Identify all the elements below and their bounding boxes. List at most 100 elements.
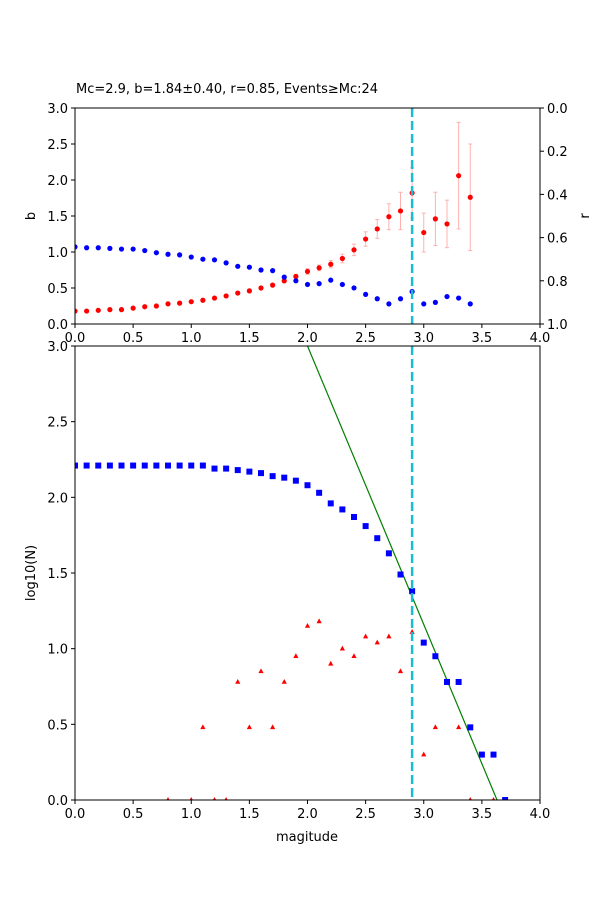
cumulative-point — [258, 470, 264, 477]
y-tick-label: 0.0 — [47, 794, 68, 809]
r-point — [293, 278, 299, 284]
noncumulative-point — [468, 797, 472, 800]
y-tick-label: 3.0 — [47, 102, 68, 117]
y-tick-label: 3.0 — [47, 340, 68, 355]
r-point — [258, 267, 264, 273]
noncumulative-point — [351, 653, 357, 659]
x-tick-label: 2.5 — [355, 331, 376, 346]
cumulative-point — [211, 465, 218, 472]
r-point — [304, 281, 311, 288]
x-tick-label: 1.0 — [181, 807, 202, 822]
r-point — [456, 295, 462, 301]
noncumulative-point — [293, 653, 299, 659]
y-right-tick-label: 1.0 — [547, 318, 568, 333]
axes-frame — [74, 345, 541, 801]
cumulative-point — [292, 477, 299, 484]
noncumulative-point — [328, 660, 334, 666]
b-point — [363, 236, 369, 242]
r-point — [142, 247, 148, 254]
r-point — [200, 256, 206, 262]
b-point — [95, 307, 101, 313]
b-point — [165, 301, 171, 307]
cumulative-point — [153, 462, 160, 469]
cumulative-point — [141, 462, 148, 469]
noncumulative-point — [374, 639, 380, 645]
x-tick-label: 3.0 — [413, 807, 434, 822]
cumulative-point — [130, 462, 137, 469]
r-point — [118, 246, 125, 252]
x-tick-label: 0.5 — [123, 331, 144, 346]
x-tick-label: 2.0 — [297, 331, 318, 346]
cumulative-point — [176, 462, 183, 469]
top-y-label: b — [24, 212, 39, 220]
r-point — [235, 263, 241, 269]
noncumulative-point — [304, 622, 311, 628]
noncumulative-point — [409, 629, 415, 634]
r-point — [363, 291, 369, 298]
noncumulative-point — [281, 678, 287, 684]
noncumulative-point — [189, 797, 193, 800]
noncumulative-point — [224, 797, 228, 800]
b-point — [351, 247, 357, 253]
noncumulative-point — [316, 618, 322, 624]
cumulative-point — [490, 751, 497, 758]
b-point — [432, 216, 438, 222]
cumulative-point — [188, 462, 195, 469]
noncumulative-point — [421, 751, 427, 757]
cumulative-point — [95, 462, 102, 469]
y-tick-label: 0.5 — [47, 718, 68, 733]
fit-line — [306, 346, 498, 800]
b-point — [246, 288, 252, 294]
b-point — [281, 278, 287, 284]
cumulative-point — [165, 462, 171, 469]
plot-area — [75, 108, 473, 324]
cumulative-point — [106, 462, 113, 469]
b-point — [235, 290, 241, 296]
cumulative-point — [502, 797, 509, 800]
r-point — [339, 281, 345, 288]
b-point — [84, 308, 90, 314]
b-point — [142, 304, 148, 310]
x-tick-label: 0.0 — [65, 807, 86, 822]
cumulative-point — [432, 653, 439, 660]
y-right-tick-label: 0.2 — [547, 145, 568, 160]
b-point — [211, 295, 218, 301]
r-point — [328, 277, 334, 283]
x-tick-label: 4.0 — [530, 331, 551, 346]
cumulative-point — [351, 514, 357, 521]
noncumulative-point — [200, 724, 206, 730]
bottom-plot: 0.0 0.5 1.0 1.5 2.0 2.5 3.0 3.5 4.0 0.0 0.5 1.0 1.5 2… — [47, 340, 551, 822]
x-tick-label: 3.5 — [472, 807, 493, 822]
cumulative-point — [339, 506, 346, 513]
b-point — [188, 299, 194, 305]
cumulative-point — [304, 482, 311, 489]
b-point — [386, 214, 392, 220]
cumulative-point — [385, 550, 392, 557]
x-tick-label: 4.0 — [530, 807, 551, 822]
cumulative-point — [281, 474, 288, 481]
bottom-y-label: log10(N) — [24, 545, 39, 601]
cumulative-point — [362, 523, 369, 530]
noncumulative-point — [270, 724, 276, 730]
cumulative-point — [420, 639, 427, 646]
noncumulative-point — [235, 678, 241, 684]
plot-area — [75, 346, 509, 800]
noncumulative-point — [386, 633, 392, 639]
cumulative-point — [455, 678, 462, 685]
r-point — [270, 268, 276, 274]
r-point — [177, 252, 183, 258]
b-point — [467, 194, 473, 200]
b-point — [293, 273, 299, 280]
r-point — [165, 251, 171, 257]
cumulative-point — [316, 489, 323, 496]
r-point — [316, 281, 322, 287]
top-y-right-label: r — [578, 213, 593, 219]
x-tick-label: 2.0 — [297, 807, 318, 822]
b-point — [316, 265, 322, 271]
y-tick-label: 2.0 — [47, 174, 68, 189]
r-point — [421, 301, 427, 307]
y-right-tick-label: 0.4 — [547, 188, 568, 203]
r-point — [130, 246, 136, 252]
noncumulative-point — [397, 668, 404, 674]
x-tick-label: 3.0 — [413, 331, 434, 346]
